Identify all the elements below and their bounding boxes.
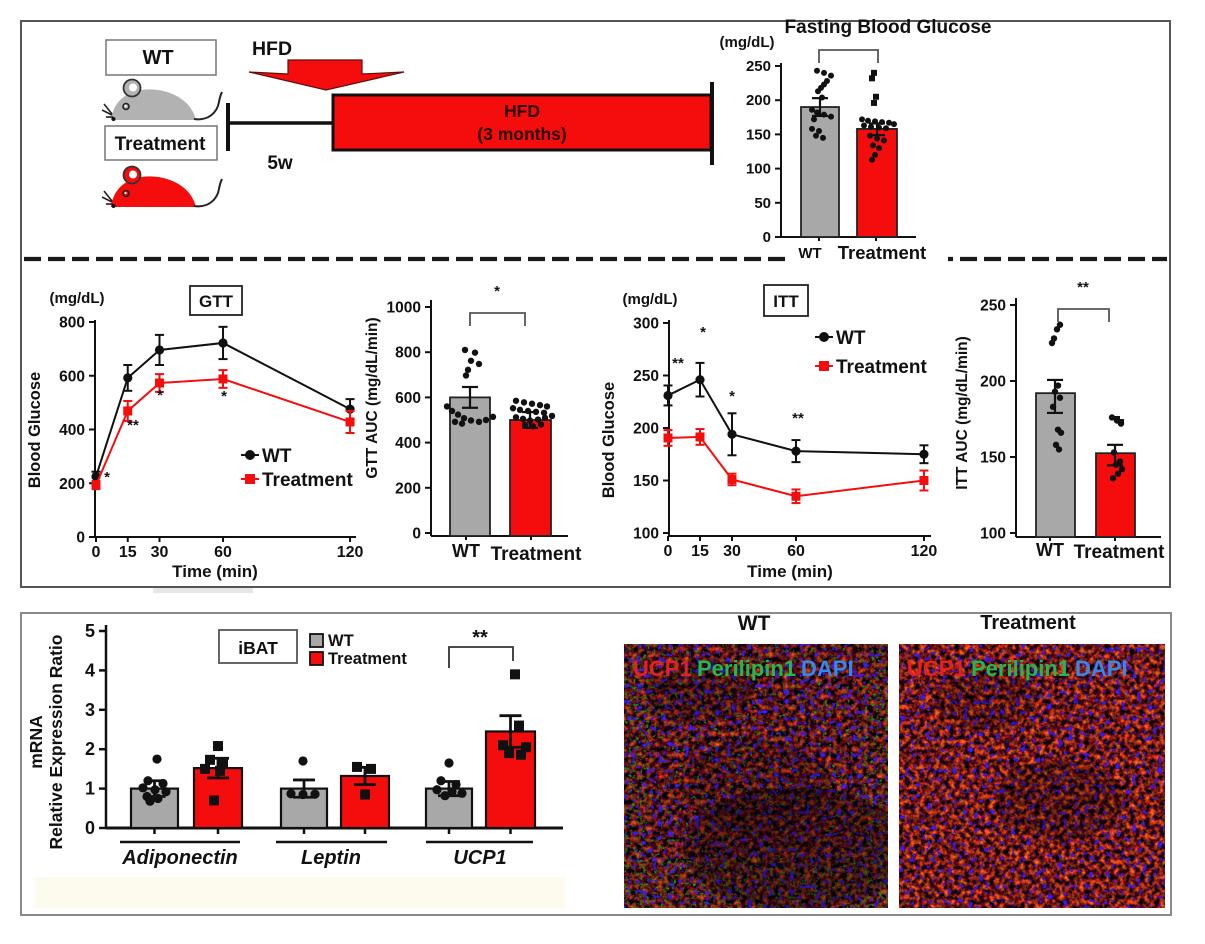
- svg-text:Treatment: Treatment: [115, 134, 206, 155]
- svg-text:*: *: [221, 388, 227, 405]
- svg-text:(mg/dL): (mg/dL): [50, 290, 105, 307]
- svg-text:2: 2: [85, 739, 95, 759]
- svg-text:Adiponectin: Adiponectin: [121, 847, 238, 869]
- svg-text:3: 3: [85, 700, 95, 720]
- svg-text:WT: WT: [262, 446, 292, 467]
- svg-text:600: 600: [395, 390, 421, 407]
- svg-text:Treatment: Treatment: [838, 242, 926, 263]
- svg-text:WT: WT: [142, 47, 173, 69]
- svg-text:WT: WT: [328, 632, 354, 650]
- svg-text:(mg/dL): (mg/dL): [720, 34, 775, 51]
- svg-text:ITT AUC (mg/dL/min): ITT AUC (mg/dL/min): [954, 336, 971, 490]
- svg-text:1000: 1000: [387, 300, 421, 317]
- svg-text:WT: WT: [798, 245, 821, 262]
- svg-text:Relative Expression Ratio: Relative Expression Ratio: [46, 635, 66, 850]
- svg-text:UCP1: UCP1: [907, 656, 966, 681]
- svg-text:DAPI: DAPI: [1075, 656, 1128, 681]
- svg-text:5w: 5w: [267, 153, 293, 174]
- svg-text:HFD: HFD: [504, 101, 540, 121]
- svg-text:Treatment: Treatment: [262, 470, 353, 491]
- svg-text:WT: WT: [1036, 540, 1064, 560]
- svg-text:150: 150: [633, 473, 659, 490]
- svg-text:0: 0: [763, 229, 771, 246]
- svg-text:600: 600: [59, 368, 85, 385]
- svg-text:*: *: [157, 387, 163, 404]
- svg-text:300: 300: [633, 316, 659, 333]
- svg-text:Blood Glucose: Blood Glucose: [600, 382, 618, 498]
- svg-text:200: 200: [59, 476, 85, 493]
- svg-text:800: 800: [59, 315, 85, 332]
- svg-text:0: 0: [92, 544, 101, 561]
- svg-text:120: 120: [911, 543, 938, 560]
- svg-text:**: **: [792, 410, 804, 427]
- svg-text:iBAT: iBAT: [238, 638, 278, 658]
- svg-text:5: 5: [85, 621, 95, 641]
- svg-text:400: 400: [59, 422, 85, 439]
- svg-text:Perilipin1: Perilipin1: [697, 656, 796, 681]
- svg-text:200: 200: [633, 421, 659, 438]
- svg-text:GTT: GTT: [199, 292, 234, 311]
- svg-text:WT: WT: [738, 612, 771, 635]
- svg-text:200: 200: [980, 374, 1006, 391]
- svg-text:250: 250: [980, 298, 1006, 315]
- svg-text:100: 100: [633, 526, 659, 543]
- svg-text:UCP1: UCP1: [453, 847, 506, 869]
- svg-text:250: 250: [746, 58, 771, 75]
- svg-text:400: 400: [395, 435, 421, 452]
- svg-text:(mg/dL): (mg/dL): [623, 291, 678, 308]
- svg-text:0: 0: [76, 530, 85, 547]
- svg-text:150: 150: [980, 450, 1006, 467]
- svg-text:DAPI: DAPI: [801, 656, 854, 681]
- svg-text:4: 4: [85, 660, 95, 680]
- svg-text:15: 15: [119, 544, 137, 561]
- svg-text:*: *: [700, 324, 706, 341]
- svg-text:Perilipin1: Perilipin1: [971, 656, 1070, 681]
- svg-text:0: 0: [85, 818, 95, 838]
- svg-text:Treatment: Treatment: [836, 357, 927, 378]
- svg-text:60: 60: [214, 544, 232, 561]
- svg-text:mRNA: mRNA: [26, 715, 46, 769]
- svg-text:100: 100: [980, 526, 1006, 543]
- svg-text:Leptin: Leptin: [301, 847, 361, 869]
- svg-text:**: **: [672, 355, 684, 372]
- svg-text:*: *: [729, 388, 735, 405]
- svg-text:60: 60: [787, 543, 805, 560]
- svg-text:15: 15: [691, 543, 709, 560]
- svg-text:ITT: ITT: [773, 292, 799, 311]
- svg-text:200: 200: [746, 92, 771, 109]
- svg-text:WT: WT: [452, 541, 480, 561]
- svg-text:Blood Glucose: Blood Glucose: [26, 372, 44, 488]
- svg-text:Time (min): Time (min): [747, 562, 833, 581]
- svg-text:1: 1: [85, 779, 95, 799]
- svg-text:100: 100: [746, 161, 771, 178]
- svg-text:150: 150: [746, 126, 771, 143]
- svg-text:200: 200: [395, 480, 421, 497]
- svg-text:**: **: [127, 417, 139, 434]
- svg-text:Treatment: Treatment: [980, 612, 1076, 634]
- svg-text:250: 250: [633, 368, 659, 385]
- svg-text:GTT AUC (mg/dL/min): GTT AUC (mg/dL/min): [364, 317, 381, 478]
- svg-text:30: 30: [151, 544, 169, 561]
- svg-text:50: 50: [754, 195, 771, 212]
- svg-text:Time (min): Time (min): [172, 562, 258, 581]
- svg-text:**: **: [1077, 279, 1089, 296]
- svg-text:Treatment: Treatment: [491, 544, 582, 565]
- svg-text:800: 800: [395, 345, 421, 362]
- svg-text:**: **: [472, 627, 488, 649]
- svg-text:120: 120: [337, 544, 364, 561]
- svg-text:*: *: [494, 283, 500, 300]
- svg-text:Fasting Blood Glucose: Fasting Blood Glucose: [785, 17, 992, 38]
- svg-text:30: 30: [723, 543, 741, 560]
- svg-text:(3 months): (3 months): [477, 124, 566, 144]
- svg-text:0: 0: [412, 526, 421, 543]
- svg-text:Treatment: Treatment: [328, 650, 407, 668]
- svg-text:Treatment: Treatment: [1074, 542, 1165, 563]
- svg-text:*: *: [104, 469, 110, 486]
- svg-text:WT: WT: [836, 328, 866, 349]
- svg-text:UCP1: UCP1: [633, 656, 692, 681]
- svg-text:0: 0: [664, 543, 673, 560]
- svg-text:HFD: HFD: [252, 38, 292, 60]
